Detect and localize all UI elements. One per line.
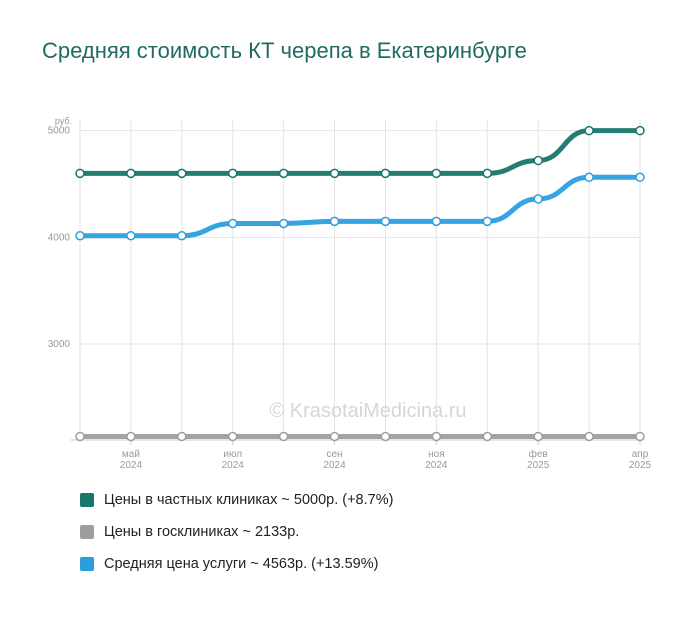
x-tick-label-month: ноя: [428, 449, 445, 460]
data-point-public: [177, 431, 187, 442]
y-unit-label: руб.: [55, 116, 72, 126]
data-point-average: [126, 230, 136, 241]
series-line-average: [77, 174, 643, 239]
y-tick-label: 3000: [48, 339, 71, 350]
legend-item-average[interactable]: Средняя цена услуги ~ 4563р. (+13.59%): [80, 554, 393, 574]
data-point-private: [177, 168, 187, 179]
data-point-private: [126, 168, 136, 179]
data-point-average: [635, 172, 645, 183]
data-point-average: [380, 216, 391, 227]
data-point-private: [533, 155, 543, 166]
data-point-average: [584, 172, 594, 183]
chart-title: Средняя стоимость КТ черепа в Екатеринбу…: [42, 38, 527, 63]
legend-label-average: Средняя цена услуги ~ 4563р. (+13.59%): [104, 556, 379, 572]
legend-label-private: Цены в частных клиниках ~ 5000р. (+8.7%): [104, 492, 394, 508]
data-point-public: [584, 431, 594, 442]
y-tick-label: 4000: [48, 232, 71, 243]
data-point-public: [635, 431, 645, 442]
data-point-public: [380, 431, 391, 442]
data-point-average: [177, 230, 187, 241]
x-tick-label-month: май: [122, 449, 140, 460]
legend-swatch-average: [80, 557, 94, 571]
watermark-text: © KrasotaiMedicina.ru: [269, 400, 466, 422]
data-point-public: [278, 431, 289, 442]
data-point-private: [227, 168, 238, 179]
chart-legend: Цены в частных клиниках ~ 5000р. (+8.7%)…: [80, 490, 393, 586]
data-point-public: [126, 431, 136, 442]
data-point-private: [482, 168, 493, 179]
legend-item-private[interactable]: Цены в частных клиниках ~ 5000р. (+8.7%): [80, 490, 393, 510]
data-point-public: [482, 431, 493, 442]
x-tick-label-year: 2025: [527, 460, 550, 471]
data-point-average: [431, 216, 442, 227]
data-point-private: [329, 168, 340, 179]
data-point-private: [635, 125, 645, 136]
data-point-private: [75, 168, 85, 179]
x-tick-label-year: 2024: [222, 460, 245, 471]
data-point-public: [431, 431, 442, 442]
x-tick-label-year: 2024: [425, 460, 448, 471]
data-point-average: [227, 218, 238, 229]
legend-swatch-public: [80, 525, 94, 539]
x-tick-label-month: сен: [326, 449, 342, 460]
data-point-average: [278, 218, 289, 229]
data-point-public: [75, 431, 85, 442]
data-point-private: [584, 125, 594, 136]
data-point-private: [380, 168, 391, 179]
legend-swatch-private: [80, 493, 94, 507]
data-point-average: [533, 194, 543, 204]
x-tick-label-month: июл: [223, 449, 242, 460]
data-point-public: [329, 431, 340, 442]
data-point-average: [75, 230, 85, 241]
series-line-private: [77, 128, 643, 176]
data-point-public: [533, 431, 543, 442]
x-tick-label-year: 2025: [629, 460, 652, 471]
legend-label-public: Цены в госклиниках ~ 2133р.: [104, 524, 300, 540]
x-tick-label-year: 2024: [120, 460, 143, 471]
legend-item-public[interactable]: Цены в госклиниках ~ 2133р.: [80, 522, 393, 542]
data-point-average: [329, 216, 340, 227]
y-tick-label: 5000: [48, 126, 71, 137]
data-point-private: [278, 168, 289, 179]
data-point-private: [431, 168, 442, 179]
x-tick-label-month: фев: [529, 448, 548, 460]
x-tick-label-year: 2024: [323, 460, 346, 471]
data-point-average: [482, 216, 493, 227]
data-point-public: [227, 431, 238, 442]
line-chart: 300040005000руб.май2024июл2024сен2024ноя…: [48, 116, 652, 471]
x-tick-label-month: апр: [632, 449, 649, 460]
